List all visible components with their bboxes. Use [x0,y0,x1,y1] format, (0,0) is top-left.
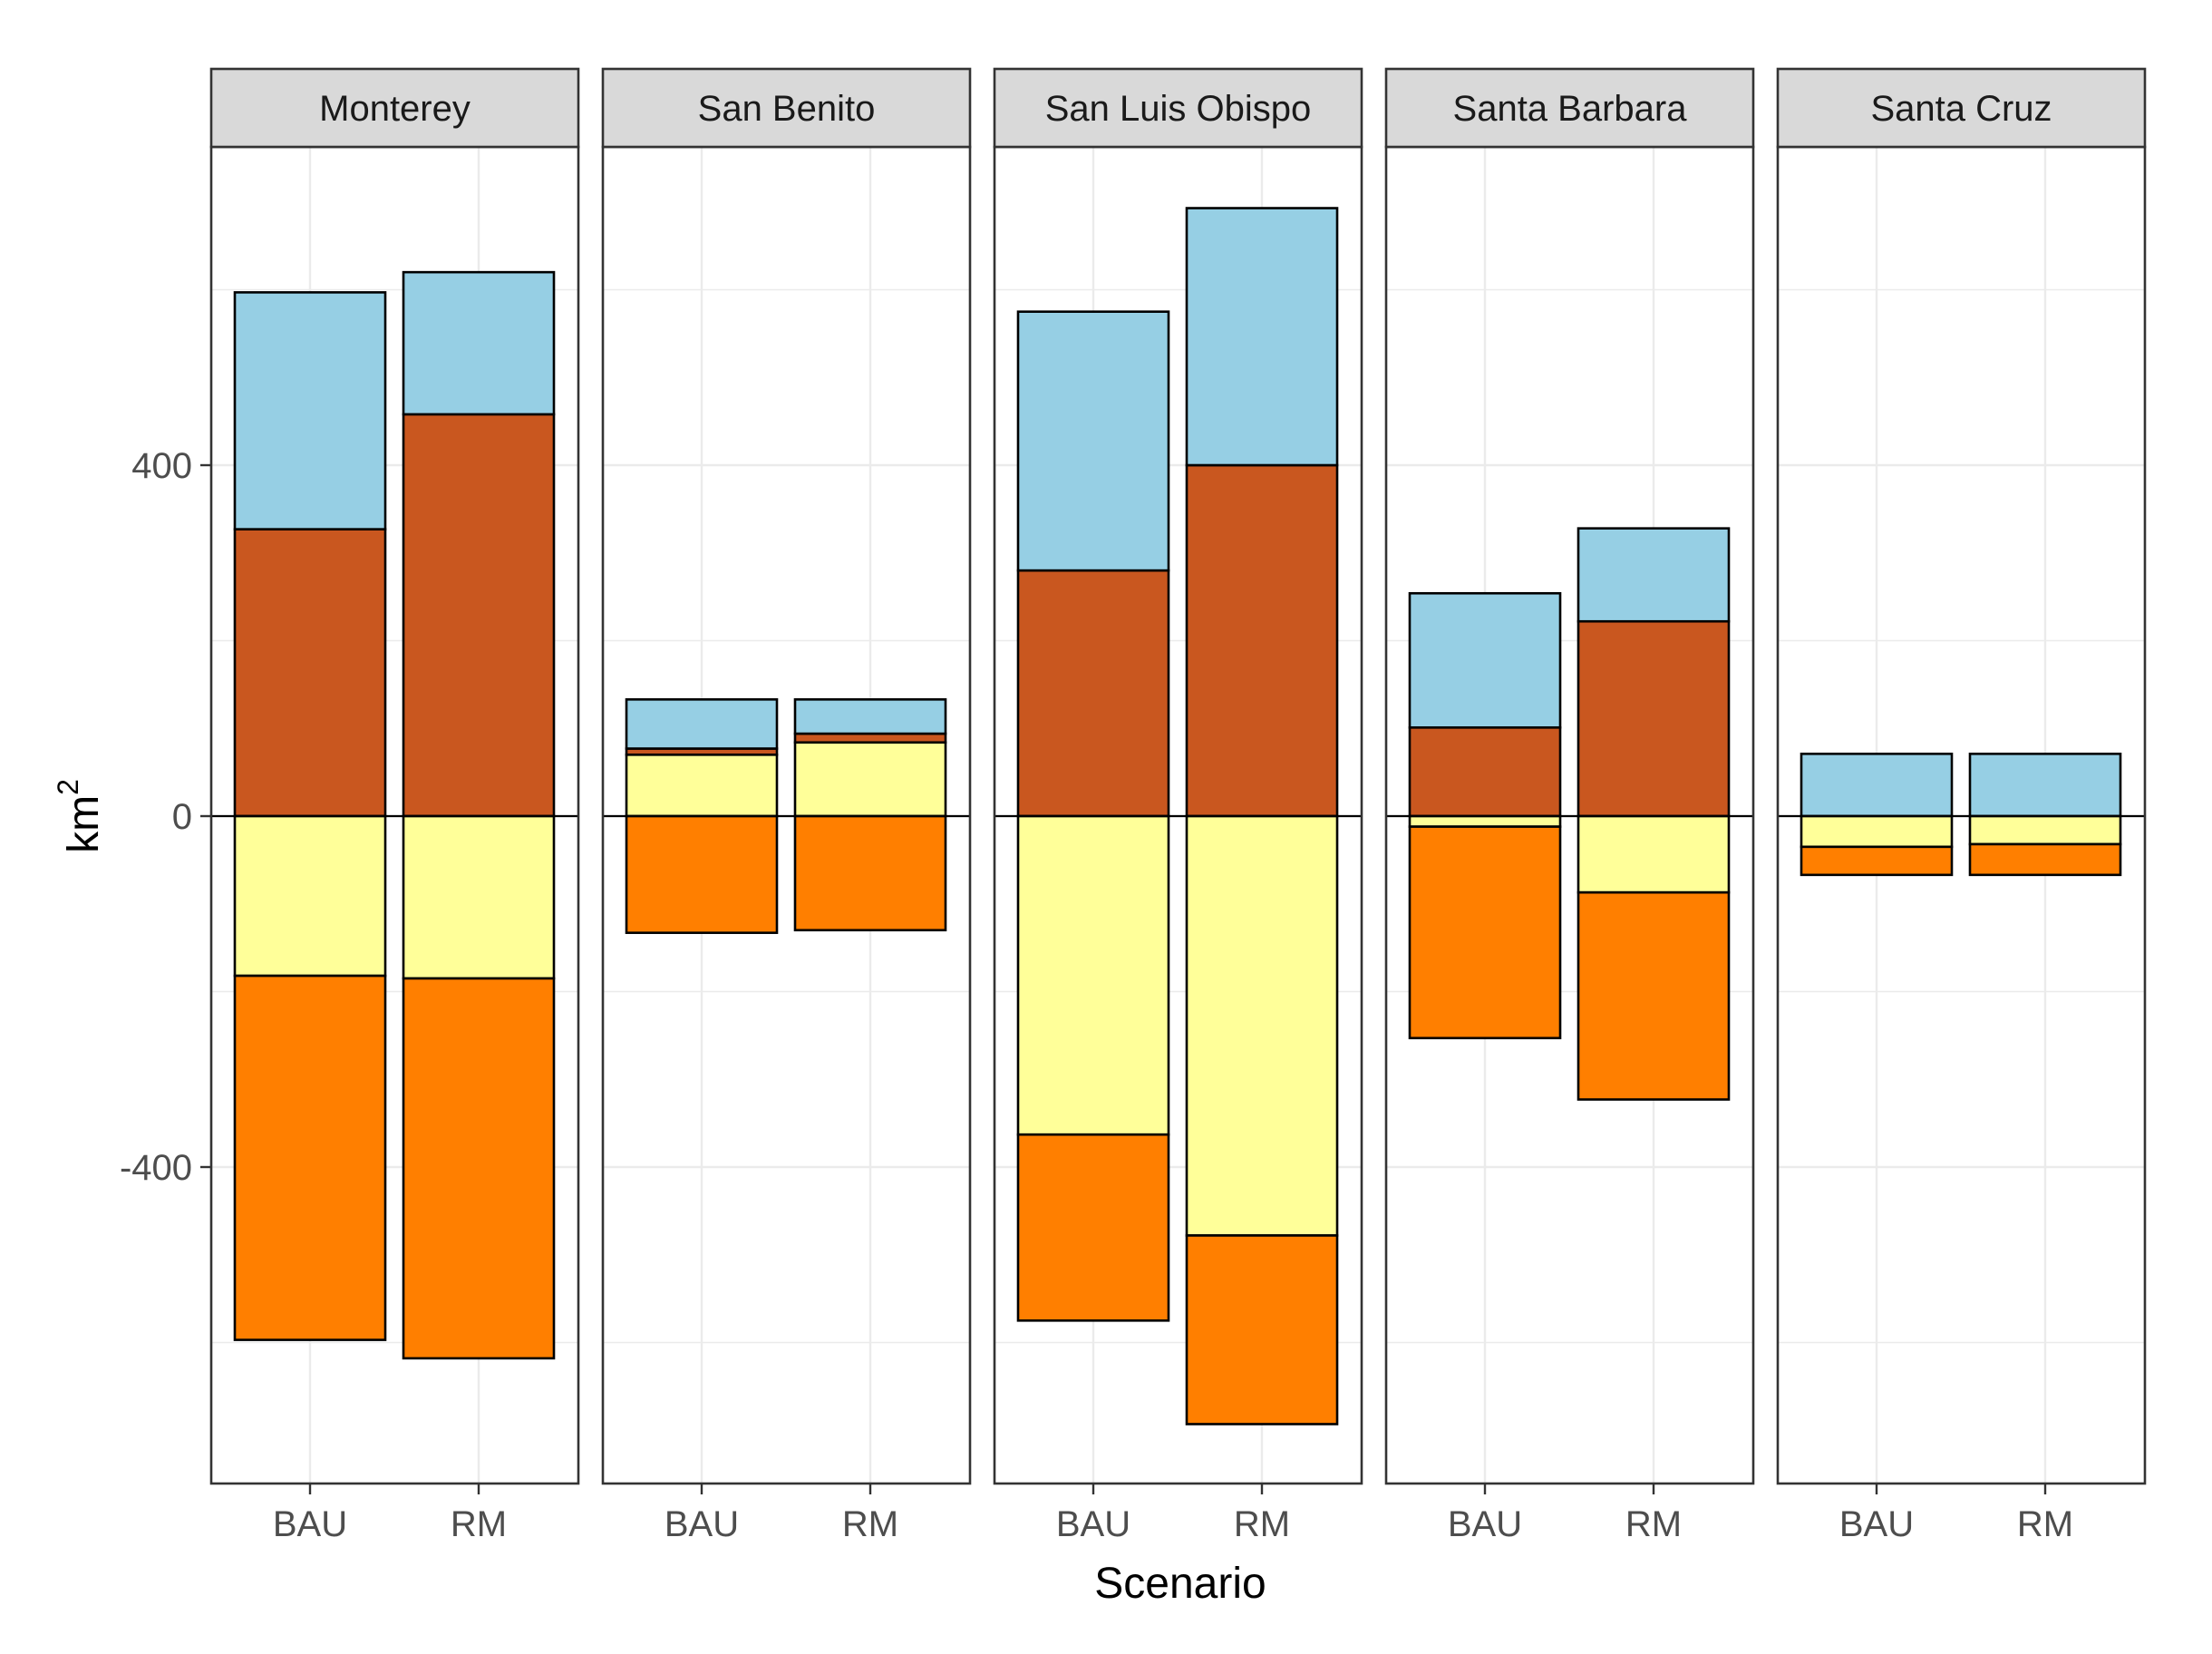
bar-segment-pale-yellow [1016,814,1170,1136]
bar-segment-orange [402,977,556,1360]
bar-santa-cruz-rm [1968,753,2122,877]
bar-segment-pale-yellow [233,814,387,978]
bar-san-benito-rm [793,698,947,932]
bar-segment-light-blue [625,698,779,750]
bar-segment-orange [1577,890,1731,1101]
x-tick-label: RM [842,1504,898,1544]
bar-san-luis-obispo-rm [1185,207,1339,1425]
bar-segment-orange [1185,1234,1339,1425]
facet-strip-label: Santa Barbara [1453,89,1688,129]
bar-segment-pale-yellow [1800,814,1954,849]
bar-monterey-rm [402,270,556,1360]
bar-santa-cruz-bau [1800,753,1954,877]
y-axis-title-base: km [60,795,108,853]
bar-segment-orange [233,974,387,1341]
x-tick-label: RM [1625,1504,1682,1544]
bar-san-luis-obispo-bau [1016,310,1170,1322]
bar-segment-light-blue [1968,753,2122,818]
x-tick-label: BAU [665,1504,739,1544]
facet-monterey: Monterey BAU RM [209,67,580,1544]
facet-strip [993,67,1363,149]
bar-segment-rust [233,528,387,818]
bar-segment-orange [1016,1133,1170,1322]
bar-segment-rust [1577,619,1731,818]
facet-san-benito: San Benito BAU RM [601,67,972,1544]
x-axis-title: Scenario [1094,1560,1266,1608]
bar-segment-rust [1016,569,1170,818]
bar-segment-light-blue [1185,207,1339,467]
bar-segment-orange [1408,825,1562,1040]
bar-segment-orange [625,814,779,934]
bar-santa-barbara-bau [1408,591,1562,1040]
bar-segment-light-blue [233,291,387,530]
bar-segment-pale-yellow [1577,814,1731,894]
bar-segment-light-blue [1800,753,1954,818]
facet-santa-barbara: Santa Barbara BAU RM [1384,67,1755,1544]
bar-segment-pale-yellow [402,814,556,980]
bar-segment-pale-yellow [793,741,947,818]
y-axis-title-superscript: 2 [52,779,84,795]
y-tick-label: 400 [131,446,192,486]
facet-strip-label: Santa Cruz [1870,89,2052,129]
x-tick-label: RM [451,1504,507,1544]
facet-santa-cruz: Santa Cruz BAU RM [1776,67,2147,1544]
bar-segment-light-blue [1016,310,1170,572]
bar-segment-pale-yellow [1408,814,1562,828]
facet-strip-label: San Luis Obispo [1045,89,1312,129]
facet-strip-label: San Benito [698,89,876,129]
facet-strip [601,67,972,149]
bar-segment-pale-yellow [1968,814,2122,846]
x-tick-label: BAU [1448,1504,1522,1544]
bar-santa-barbara-rm [1577,527,1731,1101]
bar-segment-light-blue [1408,591,1562,729]
bar-segment-light-blue [1577,527,1731,623]
facet-san-luis-obispo: San Luis Obispo BAU RM [993,67,1363,1544]
x-tick-label: RM [1234,1504,1290,1544]
x-tick-label: BAU [1056,1504,1130,1544]
facet-strip [1776,67,2147,149]
bar-segment-light-blue [402,270,556,416]
bar-segment-orange [793,814,947,932]
bar-segment-rust [1185,463,1339,818]
facet-strip [209,67,580,149]
bar-segment-pale-yellow [625,753,779,818]
bar-segment-light-blue [793,698,947,735]
bar-segment-rust [402,413,556,818]
x-tick-label: BAU [1839,1504,1914,1544]
bar-segment-rust [793,732,947,744]
x-tick-label: RM [2017,1504,2073,1544]
facet-strip [1384,67,1755,149]
y-tick-label: -400 [120,1148,192,1188]
axes: -400 0 400 [120,446,211,1188]
bar-segment-orange [1800,845,1954,877]
bar-segment-orange [1968,842,2122,877]
bar-segment-pale-yellow [1185,814,1339,1237]
x-tick-label: BAU [273,1504,347,1544]
y-axis-title: km2 [52,779,108,853]
facet-strip-label: Monterey [319,89,471,129]
bar-segment-rust [1408,725,1562,818]
y-tick-label: 0 [172,797,192,837]
bar-monterey-bau [233,291,387,1341]
